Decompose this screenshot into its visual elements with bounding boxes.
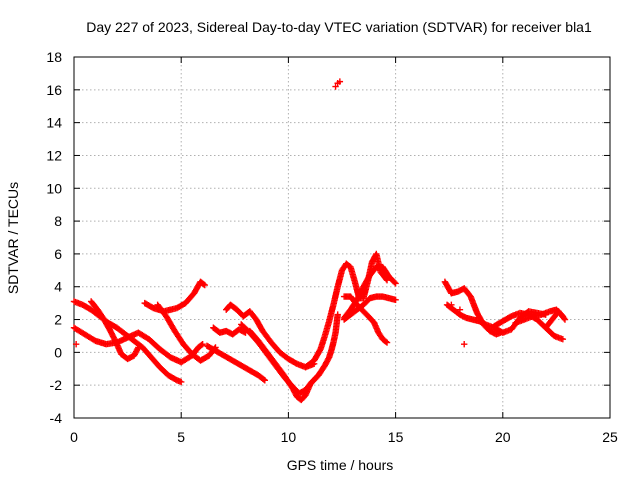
data-point bbox=[199, 340, 206, 348]
data-point bbox=[134, 345, 141, 353]
y-axis-label: SDTVAR / TECUs bbox=[5, 182, 21, 294]
x-tick-label: 25 bbox=[602, 429, 618, 445]
x-tick-label: 15 bbox=[388, 429, 404, 445]
data-point bbox=[560, 315, 568, 322]
y-tick-label: 14 bbox=[46, 115, 62, 131]
data-point bbox=[392, 296, 399, 304]
data-point bbox=[261, 377, 269, 384]
y-tick-label: -4 bbox=[50, 410, 63, 426]
data-point bbox=[336, 78, 344, 85]
y-tick-label: 16 bbox=[46, 82, 62, 98]
data-point bbox=[461, 340, 468, 348]
grid-lines bbox=[74, 57, 610, 418]
data-point bbox=[383, 276, 391, 284]
x-tick-label: 0 bbox=[70, 429, 78, 445]
data-point bbox=[383, 339, 391, 346]
data-point bbox=[559, 336, 567, 343]
plot-frame bbox=[73, 56, 611, 419]
data-point bbox=[392, 280, 399, 287]
x-tick-label: 10 bbox=[281, 429, 297, 445]
y-tick-label: 2 bbox=[54, 312, 62, 328]
data-point bbox=[334, 311, 341, 318]
data-points bbox=[70, 78, 569, 404]
data-point bbox=[72, 340, 80, 348]
y-tick-label: 0 bbox=[54, 344, 62, 360]
data-point bbox=[198, 341, 205, 349]
data-point bbox=[391, 279, 398, 286]
data-point bbox=[382, 338, 390, 345]
axis-ticks: 0 5 10 15 20 25 -4 -2 0 2 4 6 8 10 12 14 16 18 bbox=[46, 49, 618, 445]
x-tick-label: 5 bbox=[177, 429, 185, 445]
data-point bbox=[561, 316, 569, 323]
data-point bbox=[448, 301, 455, 308]
chart-title: Day 227 of 2023, Sidereal Day-to-day VTE… bbox=[86, 19, 592, 35]
x-axis-label: GPS time / hours bbox=[287, 457, 394, 473]
y-tick-label: 10 bbox=[46, 180, 62, 196]
y-tick-label: 4 bbox=[54, 279, 62, 295]
data-point bbox=[178, 378, 185, 386]
x-tick-label: 20 bbox=[495, 429, 511, 445]
data-point bbox=[201, 281, 208, 289]
data-point bbox=[332, 83, 339, 90]
data-point bbox=[135, 344, 142, 351]
y-tick-label: 18 bbox=[46, 49, 62, 65]
data-point bbox=[200, 281, 207, 288]
y-tick-label: -2 bbox=[50, 377, 63, 393]
y-tick-label: 12 bbox=[46, 147, 62, 163]
data-point bbox=[260, 376, 267, 383]
data-point bbox=[456, 306, 464, 313]
y-tick-label: 6 bbox=[54, 246, 62, 262]
y-tick-label: 8 bbox=[54, 213, 62, 229]
